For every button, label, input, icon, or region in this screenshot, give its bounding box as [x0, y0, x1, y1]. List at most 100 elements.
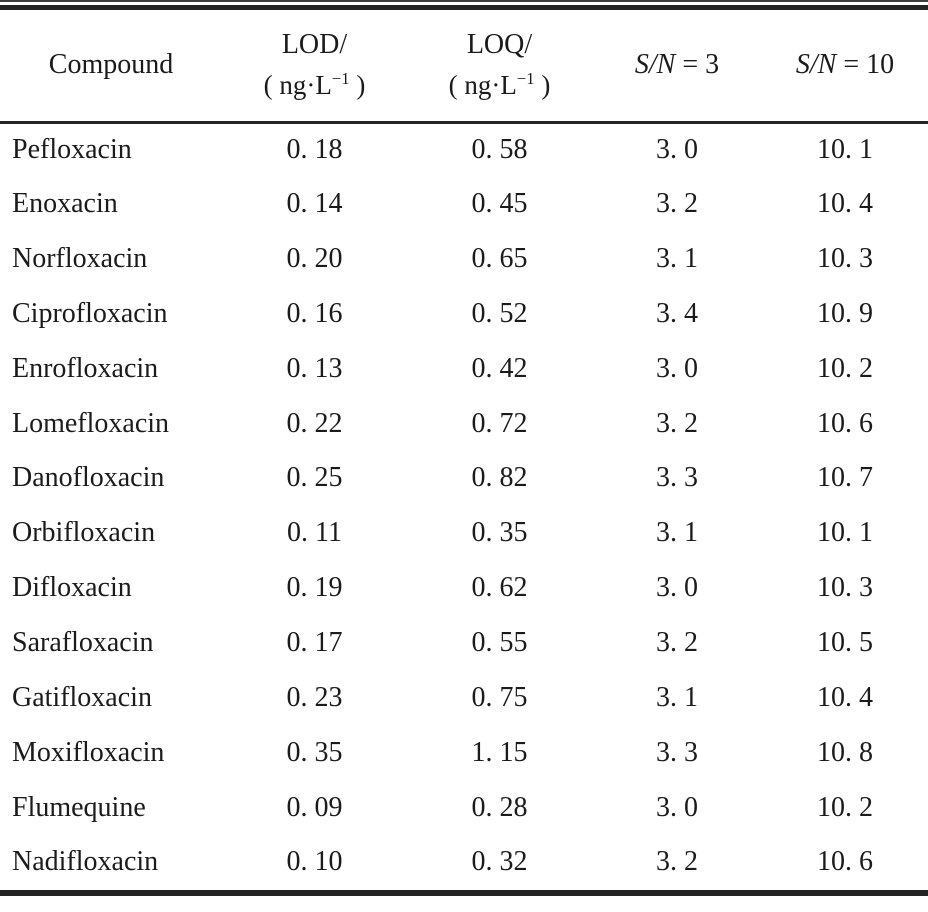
- sn10-cell: 10. 3: [817, 572, 873, 604]
- lod-cell: 0. 23: [286, 681, 343, 713]
- sn10-cell: 10. 1: [817, 517, 873, 549]
- table-row: Orbifloxacin 0. 11 0. 35 3. 1 10. 1: [0, 506, 928, 561]
- sn3-cell: 3. 1: [656, 517, 698, 549]
- table-row: Flumequine 0. 09 0. 28 3. 0 10. 2: [0, 780, 928, 835]
- loq-cell: 0. 35: [471, 517, 528, 549]
- unit-prefix: ( ng·L: [448, 70, 517, 101]
- table-row: Nadifloxacin 0. 10 0. 32 3. 2 10. 6: [0, 835, 928, 890]
- sn3-cell: 3. 1: [656, 243, 698, 275]
- table-row: Norfloxacin 0. 20 0. 65 3. 1 10. 3: [0, 232, 928, 287]
- sn3-cell: 3. 1: [656, 681, 698, 713]
- compound-cell: Nadifloxacin: [12, 846, 159, 878]
- compound-cell: Sarafloxacin: [12, 627, 154, 659]
- loq-unit: ( ng·L−1 ): [407, 70, 592, 101]
- lod-cell: 0. 35: [286, 736, 343, 768]
- loq-cell: 0. 62: [471, 572, 528, 604]
- sn10-value: = 10: [836, 49, 895, 81]
- table-row: Gatifloxacin 0. 23 0. 75 3. 1 10. 4: [0, 670, 928, 725]
- lod-cell: 0. 25: [286, 462, 343, 494]
- sn10-cell: 10. 3: [817, 243, 873, 275]
- lod-unit: ( ng·L−1 ): [222, 70, 407, 101]
- col-header-lod: LOD/ ( ng·L−1 ): [222, 10, 407, 122]
- sn10-cell: 10. 5: [817, 627, 873, 659]
- compound-cell: Pefloxacin: [12, 134, 132, 166]
- col-header-loq: LOQ/ ( ng·L−1 ): [407, 10, 592, 122]
- compound-cell: Ciprofloxacin: [12, 297, 168, 329]
- top-thin-rule: [0, 0, 928, 2]
- table-row: Danofloxacin 0. 25 0. 82 3. 3 10. 7: [0, 451, 928, 506]
- lod-cell: 0. 10: [286, 846, 343, 878]
- col-header-sn10: S/N = 10: [762, 10, 928, 122]
- lod-cell: 0. 16: [286, 297, 343, 329]
- sn3-cell: 3. 2: [656, 846, 698, 878]
- sn3-cell: 3. 3: [656, 736, 698, 768]
- sn10-cell: 10. 7: [817, 462, 873, 494]
- sn10-cell: 10. 6: [817, 846, 873, 878]
- unit-exponent: −1: [516, 69, 535, 89]
- sn3-cell: 3. 2: [656, 407, 698, 439]
- sn10-cell: 10. 2: [817, 791, 873, 823]
- loq-cell: 0. 32: [471, 846, 528, 878]
- sn3-cell: 3. 0: [656, 572, 698, 604]
- lod-cell: 0. 20: [286, 243, 343, 275]
- lod-cell: 0. 17: [286, 627, 343, 659]
- sn3-cell: 3. 2: [656, 188, 698, 220]
- sn3-cell: 3. 0: [656, 791, 698, 823]
- loq-cell: 1. 15: [471, 736, 528, 768]
- compound-cell: Flumequine: [12, 791, 146, 823]
- unit-suffix: ): [534, 70, 551, 101]
- lod-cell: 0. 11: [287, 517, 342, 549]
- table-body: Pefloxacin 0. 18 0. 58 3. 0 10. 1 Enoxac…: [0, 122, 928, 890]
- loq-label: LOQ/: [466, 29, 533, 61]
- loq-cell: 0. 42: [471, 352, 528, 384]
- table-row: Lomefloxacin 0. 22 0. 72 3. 2 10. 6: [0, 396, 928, 451]
- table-row: Enoxacin 0. 14 0. 45 3. 2 10. 4: [0, 177, 928, 232]
- compound-cell: Difloxacin: [12, 572, 132, 604]
- compound-cell: Enrofloxacin: [12, 352, 159, 384]
- lod-cell: 0. 14: [286, 188, 343, 220]
- lod-cell: 0. 19: [286, 572, 343, 604]
- loq-header-stack: LOQ/ ( ng·L−1 ): [407, 29, 592, 101]
- loq-cell: 0. 55: [471, 627, 528, 659]
- unit-suffix: ): [349, 70, 366, 101]
- sn10-cell: 10. 4: [817, 681, 873, 713]
- table-row: Pefloxacin 0. 18 0. 58 3. 0 10. 1: [0, 122, 928, 177]
- loq-cell: 0. 28: [471, 791, 528, 823]
- sn10-cell: 10. 4: [817, 188, 873, 220]
- table-row: Enrofloxacin 0. 13 0. 42 3. 0 10. 2: [0, 341, 928, 396]
- header-row: Compound LOD/ ( ng·L−1 ) LOQ/ ( ng·L−1 )…: [0, 10, 928, 122]
- loq-cell: 0. 52: [471, 297, 528, 329]
- col-header-sn3: S/N = 3: [592, 10, 762, 122]
- col-header-compound: Compound: [48, 49, 174, 81]
- sn-symbol: S/N: [795, 49, 837, 81]
- sn10-cell: 10. 9: [817, 297, 873, 329]
- lod-label: LOD/: [281, 29, 348, 61]
- table-row: Ciprofloxacin 0. 16 0. 52 3. 4 10. 9: [0, 287, 928, 342]
- table-row: Sarafloxacin 0. 17 0. 55 3. 2 10. 5: [0, 616, 928, 671]
- compound-cell: Norfloxacin: [12, 243, 148, 275]
- sn3-cell: 3. 0: [656, 134, 698, 166]
- loq-cell: 0. 72: [471, 407, 528, 439]
- sn3-cell: 3. 2: [656, 627, 698, 659]
- compound-cell: Moxifloxacin: [12, 736, 165, 768]
- sn3-cell: 3. 0: [656, 352, 698, 384]
- table-row: Difloxacin 0. 19 0. 62 3. 0 10. 3: [0, 561, 928, 616]
- lod-header-stack: LOD/ ( ng·L−1 ): [222, 29, 407, 101]
- loq-cell: 0. 65: [471, 243, 528, 275]
- compound-cell: Enoxacin: [12, 188, 118, 220]
- lod-cell: 0. 22: [286, 407, 343, 439]
- table-row: Moxifloxacin 0. 35 1. 15 3. 3 10. 8: [0, 725, 928, 780]
- bottom-rule: [0, 889, 928, 896]
- unit-exponent: −1: [331, 69, 350, 89]
- sn3-cell: 3. 4: [656, 297, 698, 329]
- compound-cell: Gatifloxacin: [12, 681, 152, 713]
- lod-cell: 0. 09: [286, 791, 343, 823]
- table-header: Compound LOD/ ( ng·L−1 ) LOQ/ ( ng·L−1 )…: [0, 10, 928, 122]
- loq-cell: 0. 75: [471, 681, 528, 713]
- sn10-cell: 10. 6: [817, 407, 873, 439]
- sn10-cell: 10. 1: [817, 134, 873, 166]
- loq-cell: 0. 58: [471, 134, 528, 166]
- lod-cell: 0. 18: [286, 134, 343, 166]
- sn3-cell: 3. 3: [656, 462, 698, 494]
